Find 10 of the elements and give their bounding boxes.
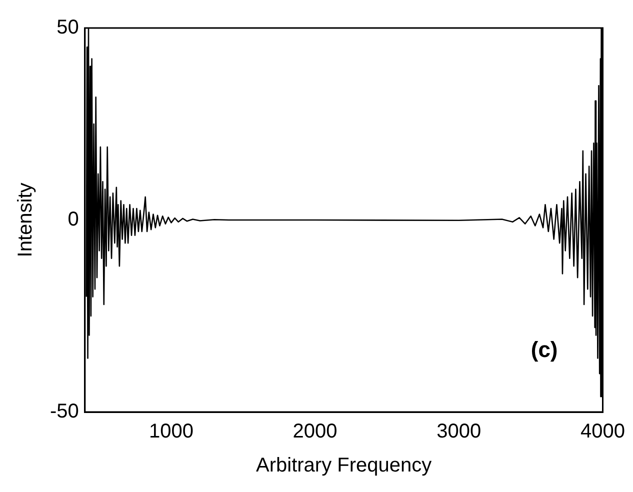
y-tick-label: 0 <box>68 208 79 231</box>
y-tick-label: 50 <box>56 16 79 39</box>
x-tick-label: 4000 <box>580 420 626 443</box>
y-tick-label: -50 <box>50 400 79 423</box>
y-axis-title: Intensity <box>14 182 37 258</box>
x-tick-label: 3000 <box>436 420 482 443</box>
x-tick-label: 1000 <box>148 420 194 443</box>
x-axis-title: Arbitrary Frequency <box>256 454 432 477</box>
x-tick-label: 2000 <box>292 420 338 443</box>
annotation: (c) <box>530 337 558 362</box>
